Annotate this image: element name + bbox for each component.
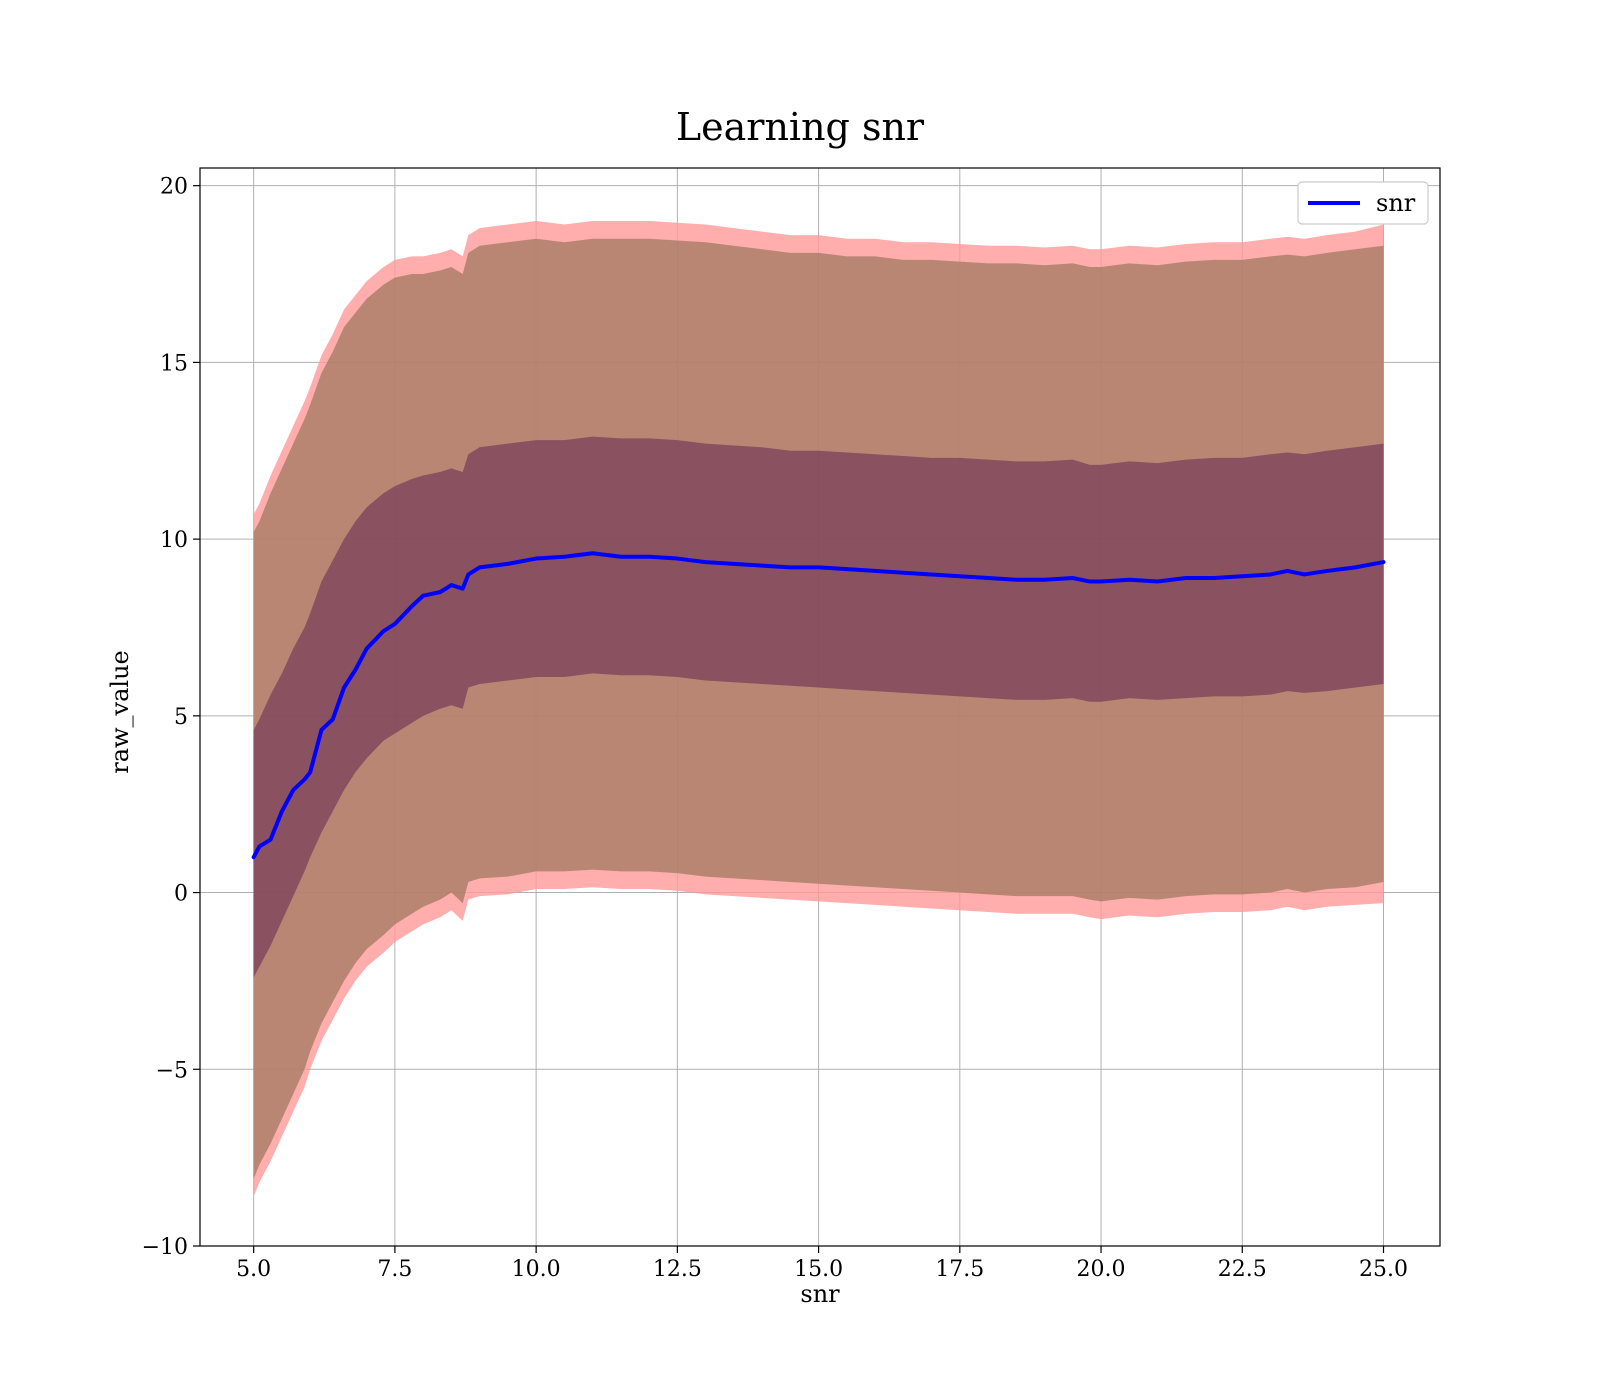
inner-band: [253, 436, 1384, 978]
x-tick-label: 20.0: [1077, 1257, 1126, 1282]
plot-frame: [199, 167, 1441, 1247]
x-tick-label: 12.5: [653, 1257, 702, 1282]
snr-line: [251, 551, 1386, 860]
x-tick-label: 5.0: [236, 1257, 271, 1282]
x-tick-label: 22.5: [1218, 1257, 1267, 1282]
y-tick-label: −10: [142, 1235, 188, 1260]
y-tick-label: 20: [160, 175, 188, 200]
legend-label: snr: [1376, 189, 1416, 217]
legend-box: [1297, 181, 1429, 225]
y-tick-label: 15: [160, 351, 188, 376]
chart-title: Learning snr: [676, 105, 925, 149]
y-tick-label: 10: [160, 528, 188, 553]
x-axis-label: snr: [800, 1280, 840, 1308]
x-tick-label: 7.5: [377, 1257, 412, 1282]
y-tick-label: 5: [174, 705, 188, 730]
x-tick-label: 17.5: [935, 1257, 984, 1282]
x-tick-label: 10.0: [512, 1257, 561, 1282]
y-tick-label: −5: [156, 1058, 188, 1083]
y-tick-label: 0: [174, 882, 188, 907]
y-axis-label: raw_value: [106, 650, 134, 774]
x-tick-label: 15.0: [794, 1257, 843, 1282]
legend: snr: [1297, 181, 1429, 225]
x-tick-label: 25.0: [1359, 1257, 1408, 1282]
plot-area: 5.0 7.5 10.0 12.5 15.0 17.5 20.0 22.5 25.0 −10 −5 0…: [142, 167, 1441, 1282]
